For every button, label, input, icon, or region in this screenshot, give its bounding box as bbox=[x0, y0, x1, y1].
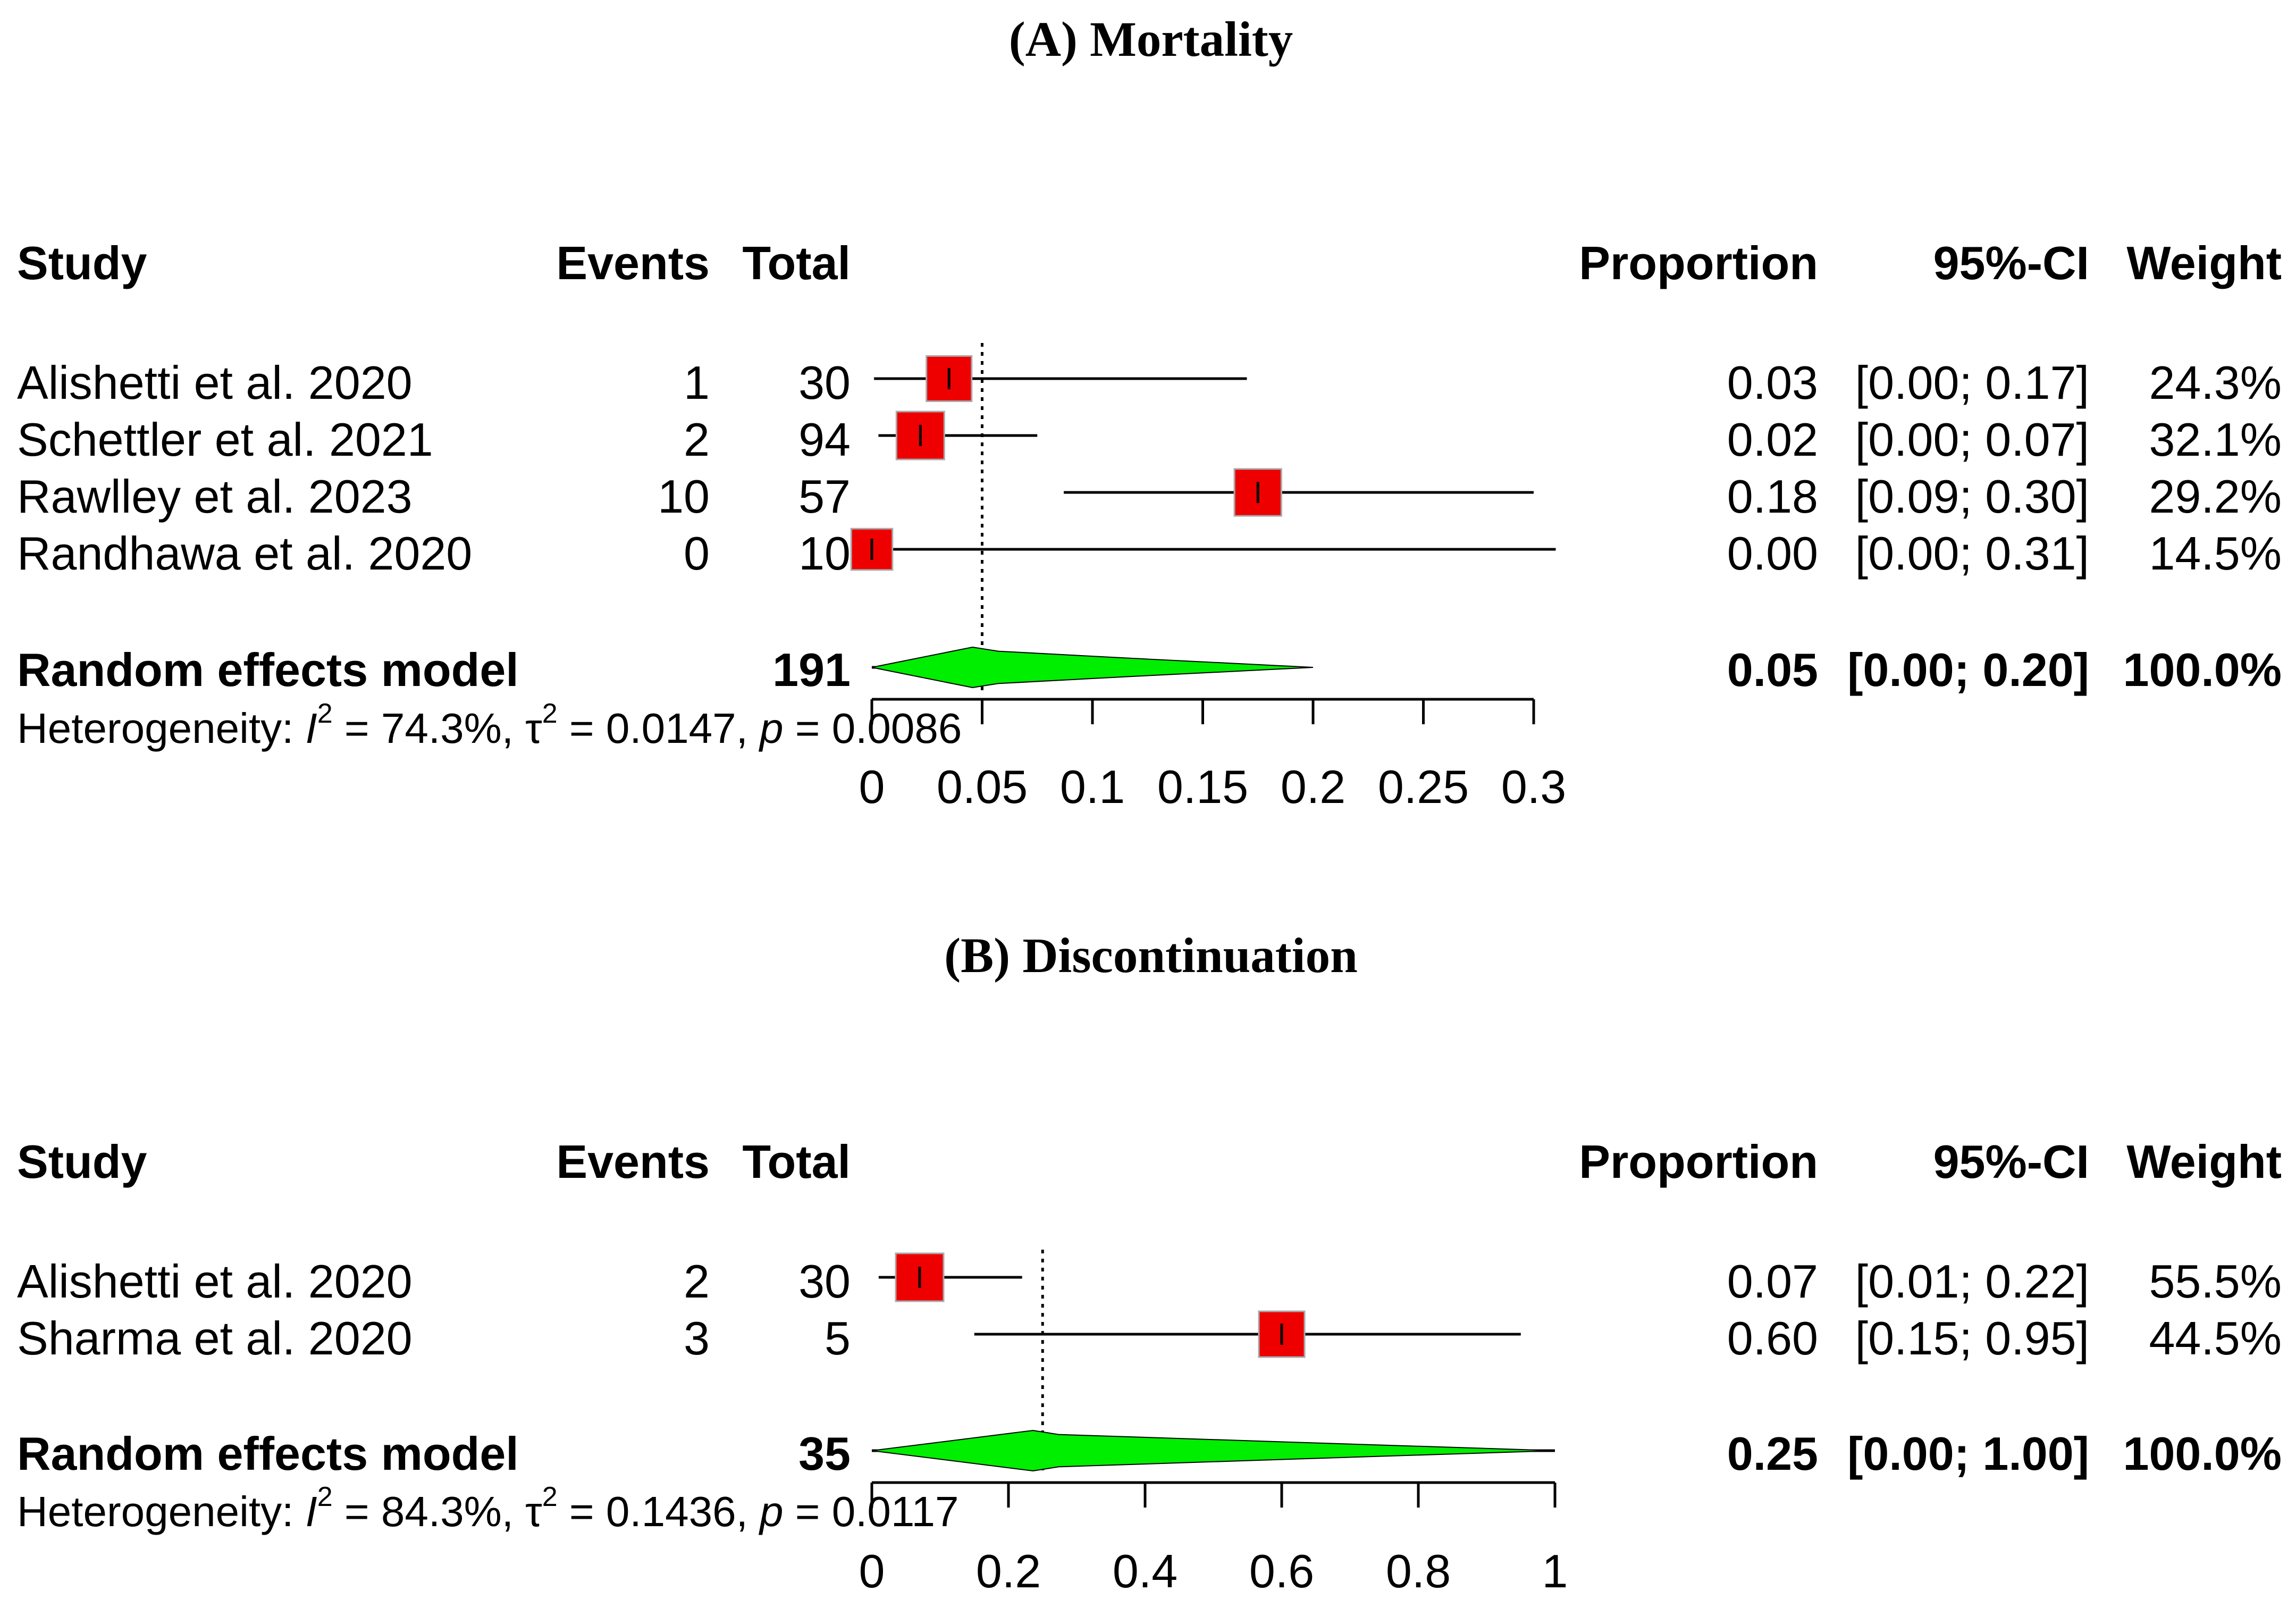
study-weight: 32.1% bbox=[2149, 413, 2282, 466]
study-name: Randhawa et al. 2020 bbox=[17, 527, 472, 580]
study-total: 10 bbox=[798, 527, 851, 580]
study-events: 3 bbox=[684, 1312, 710, 1365]
heterogeneity-text: Heterogeneity: I2 = 74.3%, τ2 = 0.0147, … bbox=[17, 698, 962, 752]
study-row: Rawlley et al. 2023 10 57 0.18 [0.09; 0.… bbox=[17, 470, 2282, 523]
col-header-study: Study bbox=[17, 237, 147, 289]
study-events: 2 bbox=[684, 413, 710, 466]
forest-plot-area: 0 0.05 0.1 0.15 0.2 0.25 0.3 bbox=[850, 343, 1566, 813]
panel-title: (A) Mortality bbox=[1009, 12, 1293, 67]
col-header-total: Total bbox=[742, 1135, 851, 1188]
panel-title: (B) Discontinuation bbox=[944, 928, 1358, 983]
col-header-proportion: Proportion bbox=[1579, 237, 1818, 289]
study-total: 30 bbox=[798, 1255, 851, 1308]
study-events: 10 bbox=[658, 470, 710, 523]
pooled-diamond bbox=[871, 646, 1314, 689]
study-events: 2 bbox=[684, 1255, 710, 1308]
panel-discontinuation: (B) Discontinuation Study Events Total P… bbox=[17, 928, 2282, 1597]
pooled-row: Random effects model 191 0.05 [0.00; 0.2… bbox=[17, 643, 2282, 696]
study-name: Alishetti et al. 2020 bbox=[17, 1255, 413, 1308]
study-name: Rawlley et al. 2023 bbox=[17, 470, 413, 523]
study-events: 0 bbox=[684, 527, 710, 580]
study-ci: [0.09; 0.30] bbox=[1855, 470, 2089, 523]
x-axis-tick-label: 1 bbox=[1542, 1545, 1568, 1597]
study-weight: 44.5% bbox=[2149, 1312, 2282, 1365]
model-total: 191 bbox=[772, 643, 851, 696]
x-axis-tick-label: 0.2 bbox=[976, 1545, 1041, 1597]
study-row: Schettler et al. 2021 2 94 0.02 [0.00; 0… bbox=[17, 413, 2282, 466]
x-axis-tick-label: 0.2 bbox=[1281, 760, 1345, 813]
study-ci: [0.00; 0.31] bbox=[1855, 527, 2089, 580]
col-header-events: Events bbox=[556, 237, 710, 289]
heterogeneity-text: Heterogeneity: I2 = 84.3%, τ2 = 0.1436, … bbox=[17, 1482, 958, 1535]
study-ci: [0.01; 0.22] bbox=[1855, 1255, 2089, 1308]
col-header-weight: Weight bbox=[2126, 1135, 2282, 1188]
model-ci: [0.00; 0.20] bbox=[1847, 643, 2089, 696]
panel-mortality: (A) Mortality Study Events Total Proport… bbox=[17, 12, 2282, 813]
study-events: 1 bbox=[684, 356, 710, 409]
study-total: 30 bbox=[798, 356, 851, 409]
study-weight: 55.5% bbox=[2149, 1255, 2282, 1308]
col-header-ci: 95%-CI bbox=[1933, 1135, 2089, 1188]
model-proportion: 0.25 bbox=[1727, 1427, 1818, 1480]
study-total: 57 bbox=[798, 470, 851, 523]
study-weight: 29.2% bbox=[2149, 470, 2282, 523]
study-ci: [0.15; 0.95] bbox=[1855, 1312, 2089, 1365]
col-header-events: Events bbox=[556, 1135, 710, 1188]
model-total: 35 bbox=[798, 1427, 851, 1480]
study-weight: 24.3% bbox=[2149, 356, 2282, 409]
study-proportion: 0.60 bbox=[1727, 1312, 1818, 1365]
study-proportion: 0.00 bbox=[1727, 527, 1818, 580]
forest-plot-area: 0 0.2 0.4 0.6 0.8 1 bbox=[859, 1250, 1568, 1597]
x-axis-tick-label: 0.15 bbox=[1157, 760, 1248, 813]
col-header-weight: Weight bbox=[2126, 237, 2282, 289]
col-header-total: Total bbox=[742, 237, 851, 289]
col-header-proportion: Proportion bbox=[1579, 1135, 1818, 1188]
model-weight: 100.0% bbox=[2123, 643, 2282, 696]
study-proportion: 0.18 bbox=[1727, 470, 1818, 523]
study-proportion: 0.07 bbox=[1727, 1255, 1818, 1308]
study-name: Sharma et al. 2020 bbox=[17, 1312, 413, 1365]
study-ci: [0.00; 0.17] bbox=[1855, 356, 2089, 409]
study-row: Sharma et al. 2020 3 5 0.60 [0.15; 0.95]… bbox=[17, 1312, 2282, 1365]
study-weight: 14.5% bbox=[2149, 527, 2282, 580]
pooled-row: Random effects model 35 0.25 [0.00; 1.00… bbox=[17, 1427, 2282, 1480]
col-header-ci: 95%-CI bbox=[1933, 237, 2089, 289]
study-total: 5 bbox=[825, 1312, 851, 1365]
study-row: Alishetti et al. 2020 2 30 0.07 [0.01; 0… bbox=[17, 1255, 2282, 1308]
study-total: 94 bbox=[798, 413, 851, 466]
study-row: Alishetti et al. 2020 1 30 0.03 [0.00; 0… bbox=[17, 356, 2282, 409]
study-row: Randhawa et al. 2020 0 10 0.00 [0.00; 0.… bbox=[17, 527, 2282, 580]
x-axis-tick-label: 0.8 bbox=[1386, 1545, 1451, 1597]
x-axis-tick-label: 0.3 bbox=[1501, 760, 1566, 813]
x-axis-tick-label: 0 bbox=[859, 1545, 885, 1597]
pooled-diamond bbox=[871, 1429, 1555, 1472]
model-proportion: 0.05 bbox=[1727, 643, 1818, 696]
x-axis-tick-label: 0.25 bbox=[1378, 760, 1469, 813]
study-proportion: 0.03 bbox=[1727, 356, 1818, 409]
x-axis-tick-label: 0.05 bbox=[937, 760, 1028, 813]
model-weight: 100.0% bbox=[2123, 1427, 2282, 1480]
col-header-study: Study bbox=[17, 1135, 147, 1188]
study-name: Schettler et al. 2021 bbox=[17, 413, 433, 466]
model-name: Random effects model bbox=[17, 643, 519, 696]
x-axis-tick-label: 0 bbox=[859, 760, 885, 813]
x-axis-tick-label: 0.1 bbox=[1060, 760, 1125, 813]
study-ci: [0.00; 0.07] bbox=[1855, 413, 2089, 466]
x-axis-tick-label: 0.4 bbox=[1113, 1545, 1178, 1597]
model-name: Random effects model bbox=[17, 1427, 519, 1480]
study-name: Alishetti et al. 2020 bbox=[17, 356, 413, 409]
x-axis-tick-label: 0.6 bbox=[1249, 1545, 1314, 1597]
model-ci: [0.00; 1.00] bbox=[1847, 1427, 2089, 1480]
study-proportion: 0.02 bbox=[1727, 413, 1818, 466]
